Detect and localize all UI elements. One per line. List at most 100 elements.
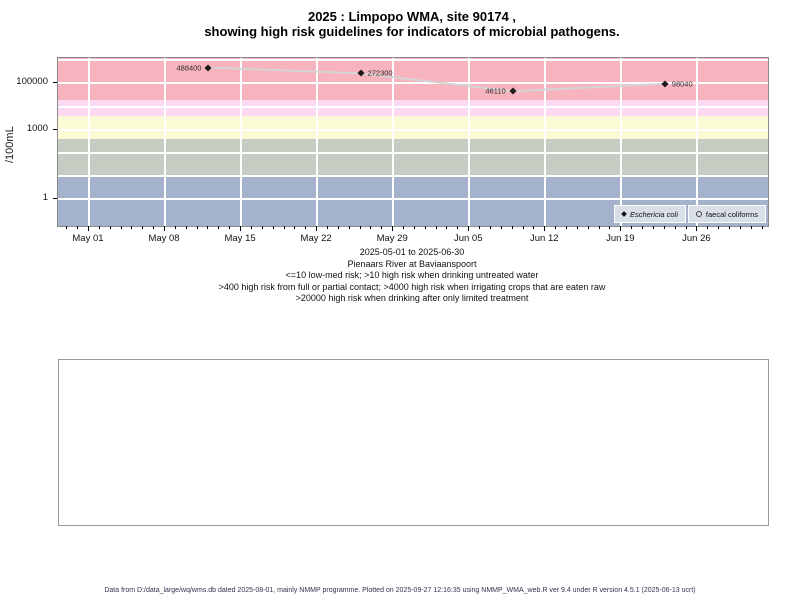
x-tick-minor xyxy=(250,226,252,229)
x-tick-minor xyxy=(77,226,79,229)
x-tick-minor xyxy=(674,226,676,229)
plot-area: 488400 272300 46110 98040 Eschericia coli fae… xyxy=(57,57,769,227)
x-tick-minor xyxy=(174,226,176,229)
x-tick-minor xyxy=(305,226,307,229)
x-tick-minor xyxy=(207,226,209,229)
x-tick-minor xyxy=(370,226,372,229)
x-tick-minor xyxy=(609,226,611,229)
gridline-vertical xyxy=(240,58,243,226)
x-tick-major xyxy=(240,226,242,231)
gridline-vertical xyxy=(164,58,167,226)
chart-title: 2025 : Limpopo WMA, site 90174 , showing… xyxy=(57,9,767,39)
x-axis: May 01 May 08 May 15 May 22 May 29 Jun 05 Jun … xyxy=(57,226,767,248)
y-tick-mark xyxy=(53,82,57,84)
x-tick-minor xyxy=(326,226,328,229)
x-tick-minor xyxy=(598,226,600,229)
y-tick-label: 100000 xyxy=(16,76,48,88)
x-tick-label: May 15 xyxy=(224,233,256,244)
x-tick-minor xyxy=(533,226,535,229)
x-tick-minor xyxy=(457,226,459,229)
series-line-ecoli xyxy=(208,66,665,93)
x-tick-minor xyxy=(489,226,491,229)
x-tick-minor xyxy=(424,226,426,229)
gridline-horizontal xyxy=(58,82,768,85)
data-point-label: 46110 xyxy=(485,86,506,96)
x-tick-minor xyxy=(631,226,633,229)
x-tick-minor xyxy=(446,226,448,229)
caption-guideline-1: <=10 low-med risk; >10 high risk when dr… xyxy=(285,270,539,280)
gridline-vertical xyxy=(696,58,699,226)
legend-item-faecal-coliforms: faecal coliforms xyxy=(687,205,766,223)
risk-band-high-risk-irrigation xyxy=(58,99,768,116)
x-tick-minor xyxy=(511,226,513,229)
x-tick-major xyxy=(696,226,698,231)
x-tick-major xyxy=(316,226,318,231)
x-tick-minor xyxy=(728,226,730,229)
x-tick-major xyxy=(164,226,166,231)
legend-label: Eschericia coli xyxy=(629,209,678,219)
x-tick-minor xyxy=(261,226,263,229)
legend: Eschericia coli faecal coliforms xyxy=(613,205,766,223)
risk-band-high-risk-drinking-untreated xyxy=(58,139,768,177)
gridline-vertical xyxy=(468,58,471,226)
x-tick-minor xyxy=(66,226,68,229)
x-tick-label: Jun 05 xyxy=(453,233,483,244)
gridline-horizontal xyxy=(58,105,768,108)
data-point-label: 98040 xyxy=(671,79,693,89)
x-tick-minor xyxy=(750,226,752,229)
gridline-vertical xyxy=(620,58,623,226)
gridline-vertical xyxy=(392,58,395,226)
y-tick-mark xyxy=(53,128,57,130)
caption-guideline-3: >20000 high risk when drinking after onl… xyxy=(295,293,529,303)
chart-title-line2: showing high risk guidelines for indicat… xyxy=(204,24,620,39)
x-tick-minor xyxy=(522,226,524,229)
risk-band-high-risk-contact xyxy=(58,115,768,140)
x-tick-minor xyxy=(587,226,589,229)
gridline-horizontal xyxy=(58,152,768,154)
gridline-horizontal xyxy=(58,198,768,201)
x-tick-minor xyxy=(413,226,415,229)
x-tick-minor xyxy=(685,226,687,229)
x-tick-minor xyxy=(218,226,220,229)
x-tick-minor xyxy=(131,226,133,229)
x-tick-label: Jun 19 xyxy=(606,233,635,244)
empty-panel xyxy=(58,359,769,526)
diamond-marker-icon xyxy=(621,211,627,217)
x-tick-minor xyxy=(739,226,741,229)
x-tick-minor xyxy=(153,226,155,229)
x-tick-minor xyxy=(142,226,144,229)
x-tick-major xyxy=(544,226,546,231)
x-tick-major xyxy=(87,226,89,231)
x-tick-minor xyxy=(555,226,557,229)
y-tick-mark xyxy=(53,198,57,200)
x-tick-minor xyxy=(185,226,187,229)
gridline-horizontal xyxy=(58,128,768,131)
x-tick-label: May 01 xyxy=(72,233,104,244)
x-tick-minor xyxy=(120,226,122,229)
open-circle-marker-icon xyxy=(695,211,702,217)
x-tick-minor xyxy=(642,226,644,229)
x-tick-label: May 08 xyxy=(148,233,180,244)
gridline-horizontal xyxy=(58,175,768,178)
x-tick-minor xyxy=(761,226,763,229)
x-tick-minor xyxy=(381,226,383,229)
data-point-label: 272300 xyxy=(367,68,393,78)
x-tick-minor xyxy=(229,226,231,229)
x-tick-minor xyxy=(500,226,502,229)
chart-title-line1: 2025 : Limpopo WMA, site 90174 , xyxy=(307,9,517,24)
y-tick-label: 1000 xyxy=(26,122,48,134)
gridline-vertical xyxy=(316,58,319,226)
x-tick-minor xyxy=(663,226,665,229)
caption-guideline-2: >400 high risk from full or partial cont… xyxy=(218,281,606,292)
x-tick-minor xyxy=(479,226,481,229)
x-tick-label: May 29 xyxy=(376,233,408,244)
x-tick-minor xyxy=(337,226,339,229)
x-tick-minor xyxy=(196,226,198,229)
x-tick-minor xyxy=(348,226,350,229)
x-tick-label: Jun 26 xyxy=(682,233,711,244)
x-tick-minor xyxy=(403,226,405,229)
caption-station: Pienaars River at Baviaanspoort xyxy=(347,258,477,269)
x-tick-minor xyxy=(98,226,100,229)
x-tick-label: May 22 xyxy=(300,233,332,244)
